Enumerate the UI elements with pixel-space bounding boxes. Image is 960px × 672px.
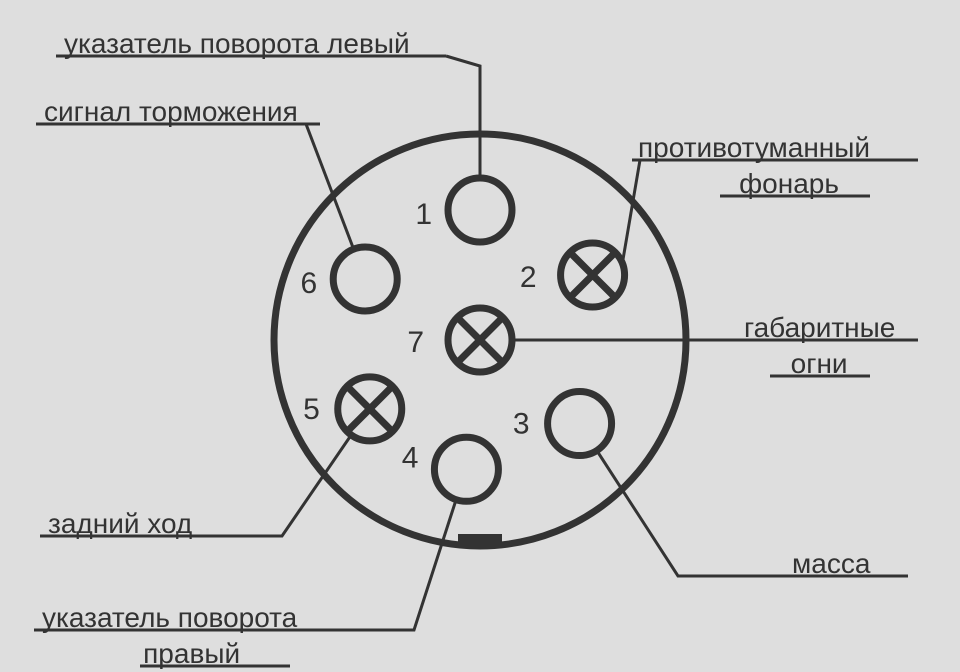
pin-number-1: 1 [415,198,432,231]
pin-1: 1 [415,178,512,242]
pin-number-5: 5 [303,393,320,426]
pin-label-7: габаритные огни [744,310,895,382]
pin-label-1: указатель поворота левый [64,26,410,62]
pin-label-3: масса [792,546,870,582]
pin-label-2: противотуманный фонарь [638,130,870,202]
pin-number-3: 3 [513,408,530,441]
pin-label-6: сигнал торможения [44,94,298,130]
pin-2: 2 [520,243,625,307]
pin-5: 5 [303,377,402,441]
leader-line-pin-1 [446,56,480,178]
pin-label-4: указатель поворота правый [42,600,297,672]
pin-number-7: 7 [407,326,424,359]
pin-6: 6 [301,247,398,311]
pin-label-5: задний ход [48,506,192,542]
pin-3: 3 [513,392,612,456]
pin-4: 4 [402,437,499,501]
connector-notch [458,534,502,548]
pin-number-2: 2 [520,261,537,294]
pin-number-6: 6 [301,267,318,300]
pin-7: 7 [407,308,512,372]
pin-number-4: 4 [402,441,419,474]
